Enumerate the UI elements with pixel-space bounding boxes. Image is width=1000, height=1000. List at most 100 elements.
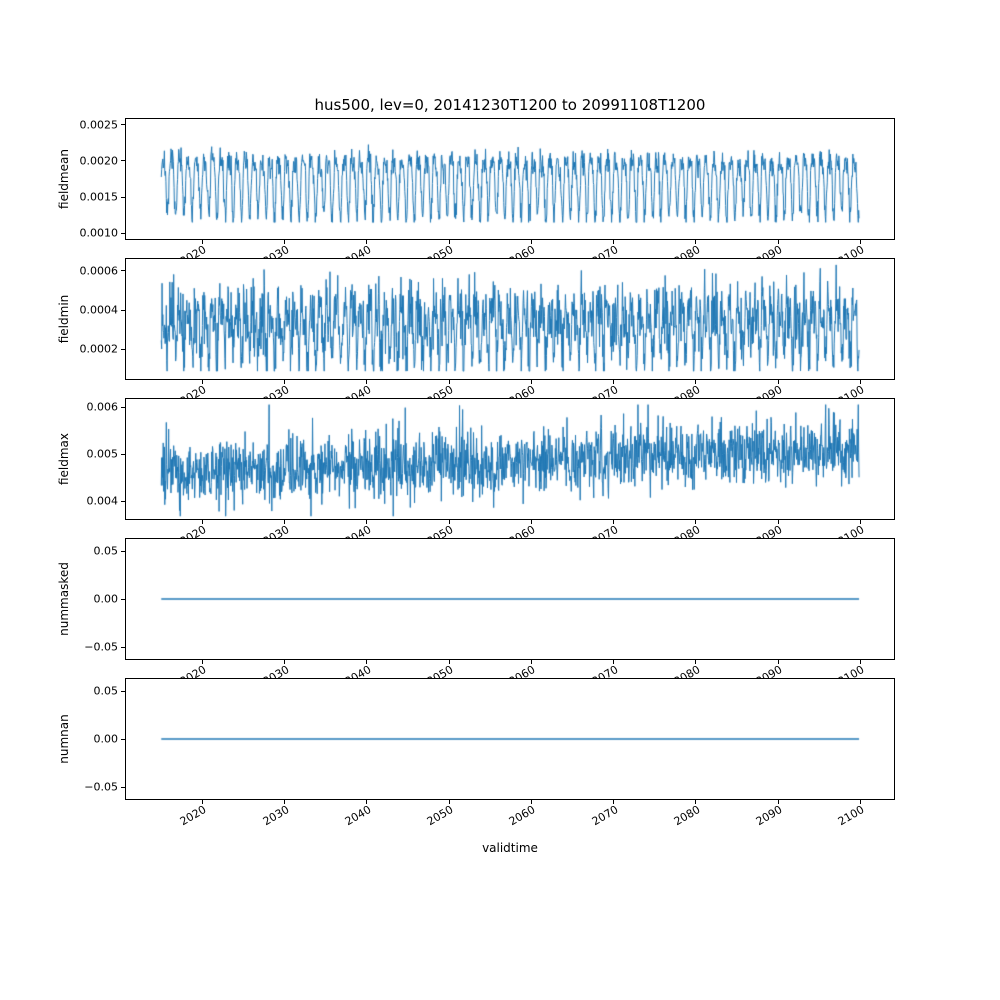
y-tick-label: 0.00 bbox=[93, 732, 119, 746]
y-tick-label: 0.05 bbox=[93, 544, 119, 558]
x-axis-label: validtime bbox=[482, 841, 538, 855]
x-tick-mark bbox=[859, 800, 861, 804]
y-axis-label-numnan: numnan bbox=[57, 714, 71, 764]
x-tick-mark bbox=[695, 660, 697, 664]
x-tick-mark bbox=[448, 520, 450, 524]
y-axis-label-fieldmin: fieldmin bbox=[57, 294, 71, 344]
x-tick-label: 2100 bbox=[836, 803, 867, 829]
x-tick-label: 2090 bbox=[753, 803, 785, 829]
x-tick-mark bbox=[366, 240, 368, 244]
subplot-nummasked: nummasked −0.05 0.00 0.05 2020 2030 2040 2050 20… bbox=[57, 538, 895, 688]
x-tick-mark bbox=[859, 660, 861, 664]
y-tick-mark bbox=[121, 738, 125, 740]
x-tick-mark bbox=[777, 240, 779, 244]
x-tick-mark bbox=[201, 520, 203, 524]
x-tick-mark bbox=[530, 660, 532, 664]
y-tick-label: 0.0002 bbox=[79, 342, 119, 356]
y-tick-label: 0.0025 bbox=[79, 118, 119, 132]
x-tick-mark bbox=[777, 380, 779, 384]
y-tick-label: −0.05 bbox=[84, 780, 118, 794]
y-tick-mark bbox=[121, 160, 125, 162]
y-axis-label-nummasked: nummasked bbox=[57, 562, 71, 636]
plot-canvas-fieldmean bbox=[126, 119, 894, 239]
y-tick-mark bbox=[121, 786, 125, 788]
x-tick-mark bbox=[695, 520, 697, 524]
y-tick-mark bbox=[121, 309, 125, 311]
y-tick-mark bbox=[121, 500, 125, 502]
x-tick-mark bbox=[613, 380, 615, 384]
x-tick-mark bbox=[695, 380, 697, 384]
y-axis-label-fieldmean: fieldmean bbox=[57, 149, 71, 209]
subplot-fieldmax: fieldmax 0.004 0.005 0.006 2020 2030 2040 2050 2… bbox=[57, 398, 895, 548]
x-tick-mark bbox=[448, 240, 450, 244]
y-axis-label-fieldmax: fieldmax bbox=[57, 432, 71, 486]
x-tick-mark bbox=[366, 660, 368, 664]
x-tick-mark bbox=[777, 660, 779, 664]
y-tick-label: −0.05 bbox=[84, 640, 118, 654]
x-tick-mark bbox=[284, 660, 286, 664]
x-tick-mark bbox=[366, 800, 368, 804]
y-tick-mark bbox=[121, 646, 125, 648]
x-tick-mark bbox=[695, 800, 697, 804]
x-tick-mark bbox=[366, 520, 368, 524]
y-tick-label: 0.0020 bbox=[79, 154, 119, 168]
y-tick-label: 0.05 bbox=[93, 684, 119, 698]
x-tick-mark bbox=[613, 660, 615, 664]
x-tick-mark bbox=[448, 800, 450, 804]
subplot-fieldmin: fieldmin 0.0002 0.0004 0.0006 2020 2030 2040 20… bbox=[57, 258, 895, 408]
x-tick-label: 2050 bbox=[424, 803, 456, 829]
x-tick-label: 2060 bbox=[507, 803, 538, 829]
plot-canvas-nummasked bbox=[126, 539, 894, 659]
y-tick-mark bbox=[121, 232, 125, 234]
y-tick-mark bbox=[121, 196, 125, 198]
x-tick-mark bbox=[859, 240, 861, 244]
x-tick-mark bbox=[777, 520, 779, 524]
x-tick-mark bbox=[859, 380, 861, 384]
x-tick-mark bbox=[695, 240, 697, 244]
y-tick-label: 0.005 bbox=[86, 447, 119, 461]
y-tick-mark bbox=[121, 690, 125, 692]
y-tick-mark bbox=[121, 270, 125, 272]
x-tick-mark bbox=[613, 520, 615, 524]
x-tick-mark bbox=[201, 800, 203, 804]
x-tick-label: 2020 bbox=[178, 803, 209, 829]
y-tick-label: 0.006 bbox=[86, 400, 119, 414]
x-tick-label: 2080 bbox=[671, 803, 703, 829]
x-tick-mark bbox=[859, 520, 861, 524]
y-tick-mark bbox=[121, 348, 125, 350]
x-tick-mark bbox=[284, 240, 286, 244]
x-tick-mark bbox=[201, 660, 203, 664]
chart-title: hus500, lev=0, 20141230T1200 to 20991108… bbox=[314, 96, 706, 114]
y-tick-label: 0.0004 bbox=[79, 303, 119, 317]
x-tick-label: 2040 bbox=[342, 803, 374, 829]
x-tick-mark bbox=[777, 800, 779, 804]
subplot-numnan: numnan −0.05 0.00 0.05 2020 2030 2040 2050 2060 2… bbox=[57, 678, 895, 828]
x-tick-mark bbox=[201, 240, 203, 244]
x-tick-mark bbox=[284, 520, 286, 524]
x-tick-mark bbox=[448, 660, 450, 664]
plot-canvas-numnan bbox=[126, 679, 894, 799]
subplot-fieldmean: fieldmean 0.0010 0.0015 0.0020 0.0025 2020 203… bbox=[57, 118, 895, 268]
y-tick-label: 0.0015 bbox=[79, 190, 119, 204]
x-tick-mark bbox=[366, 380, 368, 384]
y-tick-mark bbox=[121, 406, 125, 408]
x-tick-mark bbox=[201, 380, 203, 384]
x-tick-mark bbox=[448, 380, 450, 384]
y-tick-label: 0.0006 bbox=[79, 264, 119, 278]
x-tick-mark bbox=[613, 240, 615, 244]
x-tick-mark bbox=[530, 240, 532, 244]
y-tick-mark bbox=[121, 550, 125, 552]
x-tick-mark bbox=[530, 520, 532, 524]
x-tick-label: 2070 bbox=[589, 803, 621, 829]
y-tick-mark bbox=[121, 598, 125, 600]
y-tick-label: 0.004 bbox=[86, 494, 119, 508]
x-tick-mark bbox=[530, 800, 532, 804]
plot-canvas-fieldmax bbox=[126, 399, 894, 519]
x-tick-mark bbox=[530, 380, 532, 384]
plot-canvas-fieldmin bbox=[126, 259, 894, 379]
y-tick-label: 0.00 bbox=[93, 592, 119, 606]
x-tick-mark bbox=[284, 380, 286, 384]
y-tick-mark bbox=[121, 124, 125, 126]
x-tick-mark bbox=[284, 800, 286, 804]
